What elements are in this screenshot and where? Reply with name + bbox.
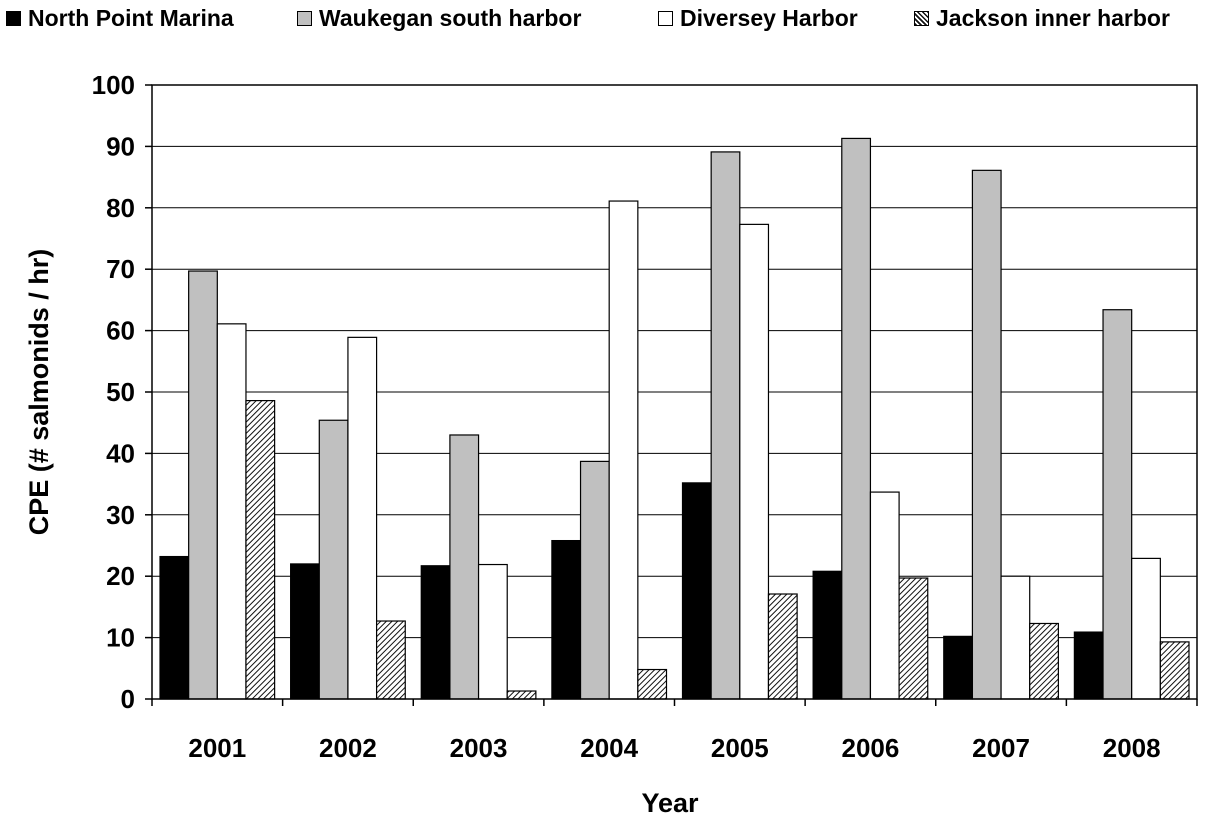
legend-label: Jackson inner harbor (936, 4, 1170, 31)
bar-jackson-inner-harbor-2002 (375, 620, 406, 700)
x-tick-label: 2006 (842, 733, 900, 763)
y-tick-label: 40 (106, 438, 135, 468)
bar-jackson-inner-harbor-2007 (1029, 622, 1059, 700)
x-tick-label: 2007 (972, 733, 1030, 763)
bar-north-point-marina-2007 (943, 635, 974, 700)
bar-north-point-marina-2003 (420, 565, 451, 700)
legend-label: North Point Marina (28, 4, 234, 31)
y-tick-label: 0 (121, 684, 135, 714)
x-tick-label: 2008 (1103, 733, 1161, 763)
y-tick-label: 10 (106, 623, 135, 653)
x-tick-labels: 2001 2002 2003 2004 2005 2006 2007 2008 (188, 733, 1160, 763)
y-axis-title: CPE (# salmonids / hr) (24, 249, 54, 536)
x-tick-label: 2002 (319, 733, 377, 763)
x-tick-label: 2004 (580, 733, 638, 763)
bar-north-point-marina-2001 (159, 555, 190, 700)
bar-waukegan-south-harbor-2007 (971, 169, 1002, 700)
bar-north-point-marina-2002 (290, 563, 320, 700)
bar-north-point-marina-2006 (812, 570, 843, 700)
bar-waukegan-south-harbor-2003 (449, 434, 480, 700)
y-tick-label: 80 (106, 193, 135, 223)
bar-jackson-inner-harbor-2003 (506, 690, 537, 700)
y-tick-label: 20 (106, 561, 135, 591)
x-axis-title: Year (641, 788, 699, 818)
bar-diversey-harbor-2002 (347, 336, 378, 700)
bar-waukegan-south-harbor-2001 (188, 270, 218, 700)
bar-jackson-inner-harbor-2006 (898, 577, 929, 700)
legend: North Point Marina Waukegan south harbor… (0, 0, 1213, 40)
bar-diversey-harbor-2005 (739, 223, 770, 700)
bar-jackson-inner-harbor-2005 (767, 593, 798, 700)
x-tick-label: 2001 (188, 733, 246, 763)
bar-jackson-inner-harbor-2001 (245, 399, 276, 700)
y-tick-label: 60 (106, 316, 135, 346)
legend-swatch-hatched (914, 10, 929, 26)
legend-swatch-black (6, 10, 21, 26)
bar-waukegan-south-harbor-2004 (579, 460, 610, 700)
bar-waukegan-south-harbor-2005 (710, 151, 741, 700)
y-tick-label: 30 (106, 500, 135, 530)
bar-north-point-marina-2005 (681, 482, 712, 700)
legend-label: Diversey Harbor (680, 4, 858, 31)
y-tick-label: 100 (92, 70, 135, 100)
bar-waukegan-south-harbor-2006 (841, 137, 872, 700)
legend-item-jackson-inner-harbor: Jackson inner harbor (914, 4, 1170, 32)
y-tick-label: 70 (106, 254, 135, 284)
y-tick-label: 90 (106, 131, 135, 161)
legend-label: Waukegan south harbor (319, 4, 582, 31)
bar-waukegan-south-harbor-2008 (1102, 309, 1133, 700)
x-tick-label: 2003 (450, 733, 508, 763)
x-tick-label: 2005 (711, 733, 769, 763)
bar-diversey-harbor-2006 (869, 491, 900, 700)
axes (145, 84, 1198, 706)
y-tick-labels: 0 10 20 30 40 50 60 70 80 90 100 (92, 70, 135, 714)
bar-diversey-harbor-2003 (477, 563, 508, 700)
y-tick-label: 50 (106, 377, 135, 407)
bar-diversey-harbor-2008 (1131, 557, 1161, 700)
bar-jackson-inner-harbor-2004 (637, 668, 668, 700)
legend-swatch-white (658, 10, 673, 26)
bar-jackson-inner-harbor-2008 (1159, 641, 1190, 700)
bars (159, 137, 1190, 700)
legend-item-diversey-harbor: Diversey Harbor (658, 4, 858, 32)
legend-swatch-gray (297, 10, 312, 26)
bar-diversey-harbor-2007 (1000, 575, 1031, 700)
bar-diversey-harbor-2004 (608, 200, 639, 700)
bar-diversey-harbor-2001 (216, 323, 247, 700)
bar-waukegan-south-harbor-2002 (318, 419, 349, 700)
bar-north-point-marina-2008 (1073, 631, 1104, 700)
legend-item-north-point-marina: North Point Marina (6, 4, 234, 32)
bar-north-point-marina-2004 (551, 539, 582, 700)
legend-item-waukegan-south-harbor: Waukegan south harbor (297, 4, 581, 32)
